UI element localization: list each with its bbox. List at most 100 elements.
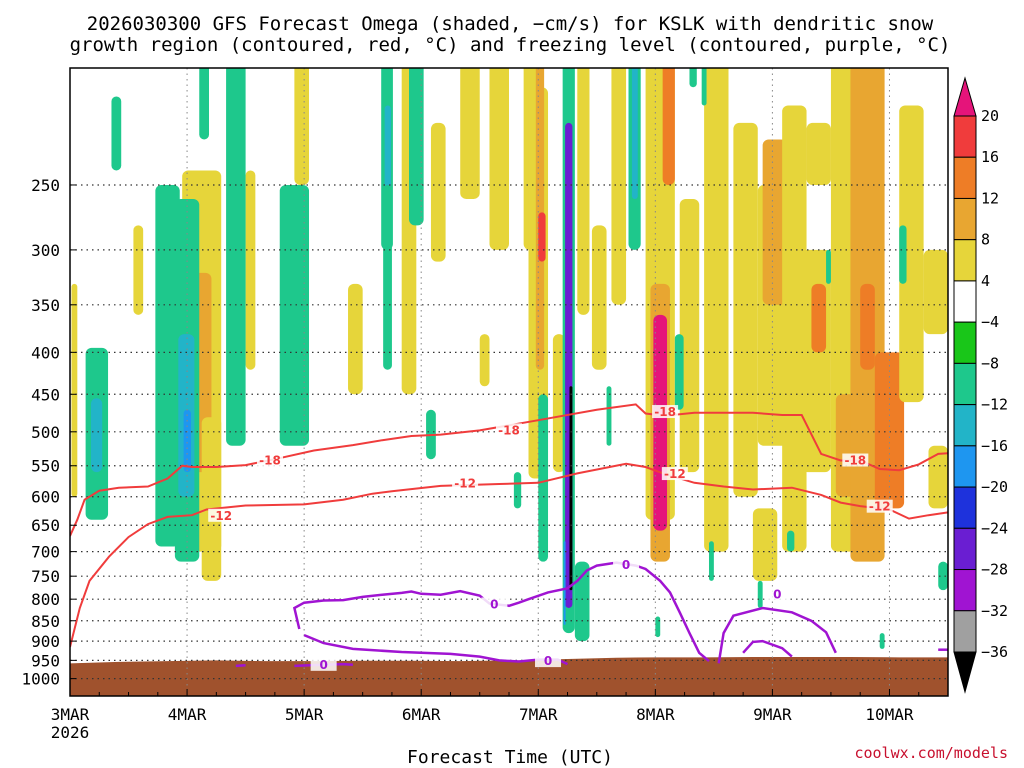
omega-cell-positive (591, 225, 607, 370)
x-axis-label: Forecast Time (UTC) (407, 747, 613, 768)
colorbar-swatch (953, 156, 977, 199)
contour-label: -12 (869, 500, 891, 514)
omega-cell-positive (430, 122, 446, 262)
colorbar-label: −16 (981, 437, 1008, 455)
omega-cell-negative (563, 541, 566, 625)
y-tick-label: 300 (31, 241, 60, 260)
x-tick-label: 3MAR (51, 705, 90, 724)
omega-cell-positive (133, 225, 144, 315)
y-tick-label: 250 (31, 176, 60, 195)
y-tick-label: 1000 (21, 670, 60, 689)
freezing-level-contour (292, 561, 710, 663)
credit-link[interactable]: coolwx.com/models (854, 744, 1008, 762)
omega-cell-positive (538, 212, 546, 262)
colorbar-label: 20 (981, 107, 999, 125)
freezing-level-contour (742, 639, 793, 658)
omega-cell-positive (294, 68, 310, 185)
omega-cell-negative (383, 184, 392, 370)
omega-cell-positive (348, 283, 363, 395)
x-tick-year: 2026 (51, 723, 90, 742)
omega-cell-negative (199, 68, 210, 140)
omega-cell-negative (409, 68, 424, 226)
y-tick-label: 900 (31, 632, 60, 651)
y-tick-label: 650 (31, 516, 60, 535)
y-tick-label: 750 (31, 567, 60, 586)
omega-cell-negative (631, 68, 638, 199)
contour-label: 0 (319, 658, 327, 672)
plot-area: -18 -18 -18 -18 -12 -12 -12 -12 0 0 0 0 0 (69, 67, 949, 697)
contour-label: -12 (664, 467, 686, 481)
omega-cell-negative (226, 68, 246, 446)
omega-cell-negative (279, 184, 310, 446)
omega-cell-positive (479, 334, 490, 387)
omega-cell-positive (201, 417, 222, 581)
x-tick-label: 9MAR (753, 705, 792, 724)
omega-cell-negative (655, 616, 661, 638)
colorbar-swatch (953, 197, 977, 241)
colorbar-swatch (953, 404, 977, 447)
dgz-contour-minus12 (70, 462, 948, 648)
colorbar-swatch (953, 651, 977, 694)
omega-cell-positive (733, 122, 758, 497)
chart-title-line2: growth region (contoured, red, °C) and f… (70, 34, 951, 56)
contour-label-bg (661, 467, 688, 481)
y-tick-label: 800 (31, 590, 60, 609)
colorbar-swatch (953, 445, 977, 488)
y-tick-label: 400 (31, 343, 60, 362)
contour-label: 0 (544, 654, 552, 668)
omega-cell-positive (801, 249, 831, 473)
colorbar-label: 16 (981, 148, 999, 166)
colorbar-label: −28 (981, 561, 1008, 579)
contour-label: 0 (773, 588, 781, 602)
colorbar-swatch (953, 115, 977, 158)
omega-cell-positive (679, 198, 700, 473)
contour-label-bg (652, 405, 679, 419)
colorbar-swatch (953, 239, 977, 282)
omega-cell-negative (674, 334, 684, 410)
y-tick-label: 450 (31, 385, 60, 404)
contour-label: -18 (844, 454, 866, 468)
omega-cell-positive (704, 68, 729, 552)
colorbar-label: −36 (981, 643, 1008, 661)
chart-title-line1: 2026030300 GFS Forecast Omega (shaded, −… (87, 13, 934, 35)
contour-label: -18 (259, 454, 281, 468)
colorbar-label: −24 (981, 519, 1008, 537)
omega-cell-negative (879, 633, 885, 649)
terrain-polygon (70, 656, 948, 696)
omega-cell-negative (183, 409, 191, 473)
colorbar: 20 16 12 8 4 −4 −8 −12 −16 −20 −24 −28 −32 −36 (953, 76, 1008, 694)
colorbar-swatch (953, 280, 977, 323)
x-tick-label: 6MAR (402, 705, 441, 724)
colorbar-label: 4 (981, 272, 990, 290)
contour-label-bg (866, 499, 893, 513)
omega-cell-negative (757, 580, 763, 608)
omega-cell-negative (538, 394, 549, 562)
omega-cell-positive (782, 105, 807, 552)
contour-label-bg (842, 453, 869, 467)
x-tick-label: 10MAR (865, 705, 914, 724)
freezing-level-contour (235, 663, 246, 668)
contours: -18 -18 -18 -18 -12 -12 -12 -12 0 0 0 0 0 (70, 403, 948, 672)
colorbar-label: 8 (981, 231, 990, 249)
contour-label-bg (256, 453, 283, 467)
omega-cell-negative (689, 68, 697, 88)
omega-cell-negative (384, 105, 391, 199)
x-tick-label: 5MAR (285, 705, 324, 724)
omega-cell-negative (899, 225, 907, 284)
colorbar-swatch (953, 527, 977, 571)
x-tick-label: 7MAR (519, 705, 558, 724)
omega-cell-negative (513, 472, 522, 509)
omega-cell-negative (606, 386, 612, 446)
omega-cell-negative (90, 398, 103, 473)
colorbar-label: −20 (981, 478, 1008, 496)
contour-label-bg (310, 657, 337, 671)
omega-cell-negative (938, 561, 948, 591)
y-tick-label: 600 (31, 488, 60, 507)
colorbar-label: −12 (981, 396, 1008, 414)
colorbar-label: 12 (981, 189, 999, 207)
contour-label-bg (764, 587, 791, 601)
omega-cell-positive (245, 170, 256, 370)
omega-cell-negative (569, 386, 573, 591)
